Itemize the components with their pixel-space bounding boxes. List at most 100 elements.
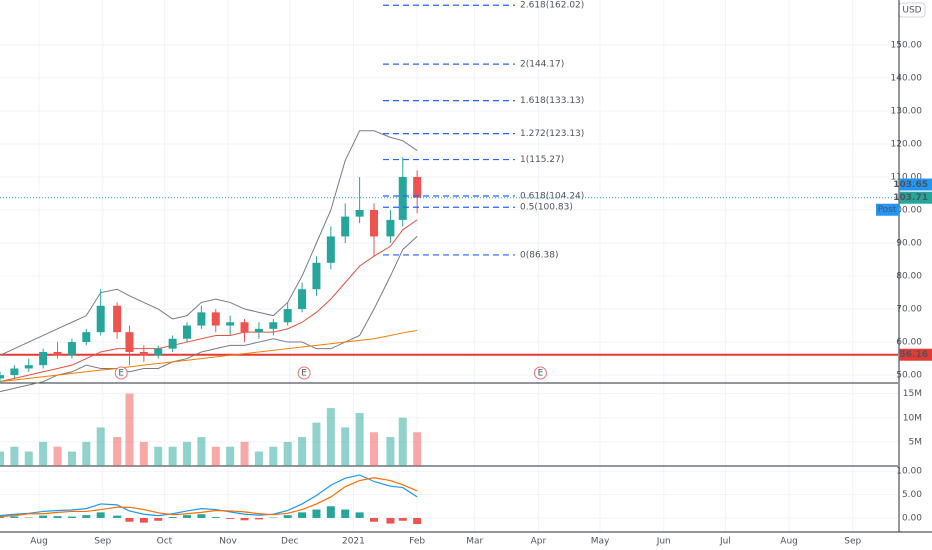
volume-bar: [398, 417, 407, 466]
volume-bar: [269, 446, 278, 466]
y-tick-label: 90.00: [896, 239, 922, 249]
post-price: 103.65: [893, 180, 928, 190]
candle-body: [254, 328, 263, 333]
fib-label: 0.5(100.83): [520, 203, 573, 213]
post-price-box: [899, 178, 932, 191]
fib-label: 2(144.17): [520, 60, 564, 70]
y-tick-label: 50.00: [896, 371, 922, 381]
macd-hist-bar: [240, 517, 249, 521]
candle-body: [39, 351, 48, 366]
volume-bar: [24, 451, 33, 466]
volume-bar: [226, 446, 235, 466]
support-price-box: [899, 348, 932, 361]
post-label: Post: [878, 205, 897, 215]
candle-body: [82, 332, 91, 343]
candle-body: [113, 305, 122, 333]
x-tick-label: Jul: [719, 537, 731, 547]
x-tick-label: May: [591, 537, 610, 547]
volume-bar: [298, 437, 307, 466]
volume-bar: [355, 412, 364, 466]
candle-body: [326, 236, 335, 263]
macd-hist-bar: [0, 517, 4, 518]
fib-label: 1.272(123.13): [520, 129, 584, 139]
x-tick-label: Feb: [409, 537, 425, 547]
macd-line: [0, 474, 418, 517]
earnings-marker: [533, 366, 547, 380]
candle-body: [298, 289, 307, 310]
y-tick-label: 140.00: [891, 73, 923, 83]
volume-bar: [139, 441, 148, 466]
candle-body: [53, 351, 62, 356]
fib-label: 1(115.27): [520, 155, 564, 165]
candle-body: [386, 219, 395, 237]
y-tick-label: 80.00: [896, 272, 922, 282]
macd-hist-bar: [168, 517, 177, 518]
candle-body: [369, 209, 378, 237]
earnings-marker: [297, 366, 311, 380]
volume-bar: [182, 441, 191, 466]
fib-label: 0.618(104.24): [520, 191, 584, 201]
candle-body: [67, 342, 76, 356]
candle-body: [168, 338, 177, 349]
x-tick-label: Jun: [656, 537, 671, 547]
y-tick-label: 5.00: [902, 490, 922, 500]
y-tick-label: 150.00: [891, 40, 923, 50]
volume-bar: [125, 393, 134, 466]
macd-hist-bar: [39, 515, 48, 518]
macd-hist-bar: [113, 515, 122, 518]
volume-bar: [312, 422, 321, 466]
x-tick-label: Dec: [281, 537, 298, 547]
macd-hist-bar: [413, 517, 422, 525]
y-tick-label: 10M: [903, 413, 922, 423]
macd-hist-bar: [53, 516, 62, 518]
candle-body: [154, 348, 163, 356]
indicator-line: [0, 219, 418, 383]
y-tick-label: 110.00: [891, 172, 923, 182]
currency: USD: [902, 6, 921, 16]
macd-hist-bar: [386, 517, 395, 524]
macd-hist-bar: [154, 517, 163, 521]
candle-body: [269, 322, 278, 329]
macd-hist-bar: [182, 515, 191, 518]
candle-body: [240, 322, 249, 333]
macd-hist-bar: [283, 515, 292, 518]
volume-bar: [96, 427, 105, 466]
earnings-label: E: [301, 369, 307, 379]
macd-hist-bar: [254, 517, 263, 520]
macd-hist-bar: [82, 515, 91, 518]
candle-body: [0, 375, 4, 379]
x-tick-label: 2021: [342, 537, 365, 547]
indicator-line: [0, 236, 418, 393]
macd-hist-bar: [355, 512, 364, 518]
volume-bar: [67, 451, 76, 466]
volume-bar: [413, 432, 422, 466]
candle-body: [96, 305, 105, 333]
fib-label: 2.618(162.02): [520, 1, 584, 11]
x-tick-label: Oct: [157, 537, 173, 547]
support-price: 56.16: [900, 350, 928, 360]
volume-bar: [154, 446, 163, 466]
candle-body: [197, 312, 206, 326]
fib-label: 1.618(133.13): [520, 96, 584, 106]
candle-body: [125, 332, 134, 352]
macd-hist-bar: [211, 517, 220, 518]
volume-bar: [386, 437, 395, 466]
candle-body: [283, 309, 292, 323]
volume-bar: [113, 437, 122, 466]
volume-bar: [53, 446, 62, 466]
macd-hist-bar: [341, 509, 350, 518]
volume-bar: [211, 446, 220, 466]
last-price-box: [899, 191, 932, 204]
macd-hist-bar: [139, 517, 148, 523]
candle-body: [355, 209, 364, 217]
y-tick-label: 0.00: [902, 513, 922, 523]
volume-bar: [197, 437, 206, 466]
macd-hist-bar: [226, 517, 235, 519]
macd-hist-bar: [96, 512, 105, 518]
x-tick-label: Aug: [780, 537, 798, 547]
y-tick-label: 70.00: [896, 305, 922, 315]
candle-body: [182, 325, 191, 339]
x-tick-label: Aug: [30, 537, 48, 547]
candle-body: [312, 262, 321, 290]
